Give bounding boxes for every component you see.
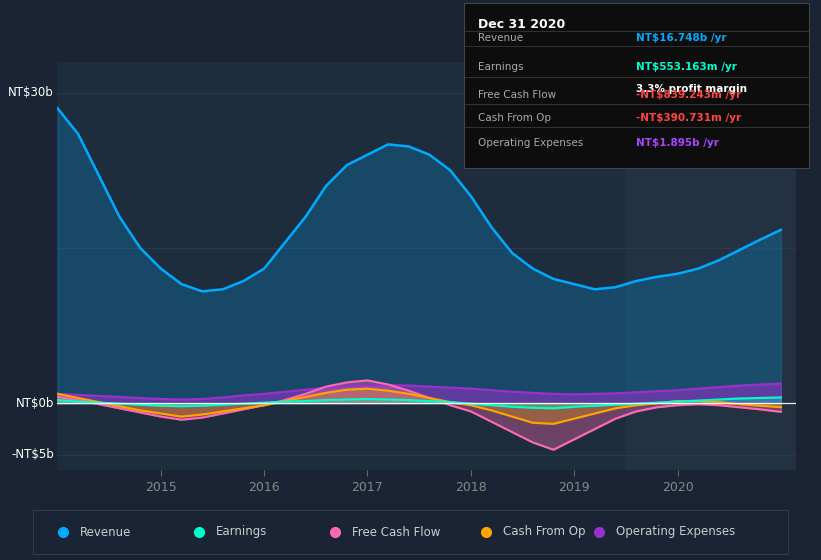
Text: NT$0b: NT$0b [16, 396, 54, 409]
Text: -NT$5b: -NT$5b [11, 449, 54, 461]
Bar [626, 62, 796, 470]
Text: Free Cash Flow: Free Cash Flow [478, 90, 556, 100]
Text: NT$16.748b /yr: NT$16.748b /yr [636, 32, 727, 43]
Text: Revenue: Revenue [478, 32, 523, 43]
Text: NT$553.163m /yr: NT$553.163m /yr [636, 62, 737, 72]
Text: Earnings: Earnings [478, 62, 523, 72]
Text: Cash From Op: Cash From Op [502, 525, 585, 539]
Text: Revenue: Revenue [80, 525, 131, 539]
Text: NT$1.895b /yr: NT$1.895b /yr [636, 138, 719, 148]
Text: Operating Expenses: Operating Expenses [616, 525, 735, 539]
Text: Cash From Op: Cash From Op [478, 114, 551, 124]
Text: Free Cash Flow: Free Cash Flow [351, 525, 440, 539]
Text: Operating Expenses: Operating Expenses [478, 138, 583, 148]
Text: -NT$839.243m /yr: -NT$839.243m /yr [636, 90, 741, 100]
Text: Earnings: Earnings [216, 525, 267, 539]
Text: -NT$390.731m /yr: -NT$390.731m /yr [636, 114, 741, 124]
Text: 3.3% profit margin: 3.3% profit margin [636, 84, 747, 94]
Text: Dec 31 2020: Dec 31 2020 [478, 18, 565, 31]
Text: NT$30b: NT$30b [8, 86, 54, 99]
